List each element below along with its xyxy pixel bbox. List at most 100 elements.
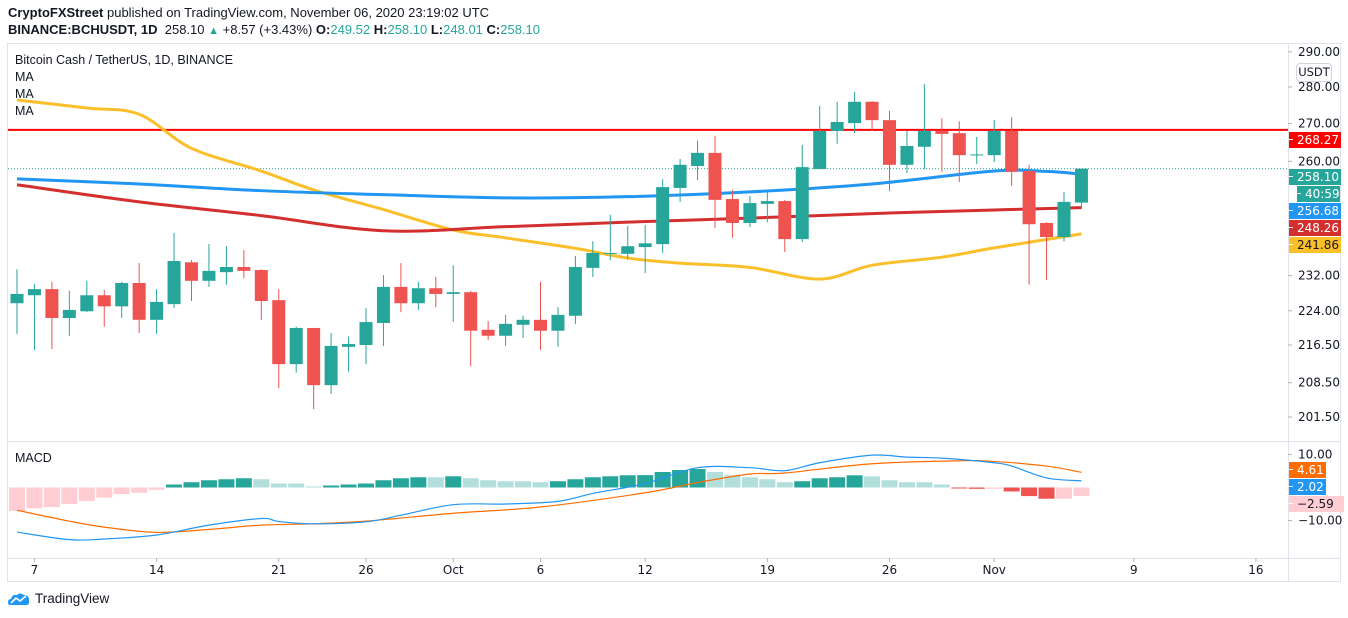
candle[interactable]	[1040, 222, 1054, 280]
candle[interactable]	[62, 290, 76, 336]
candle[interactable]	[516, 315, 530, 339]
candle[interactable]	[865, 101, 879, 131]
ma-red-label: 248.26	[1289, 220, 1341, 236]
candle-body	[586, 252, 600, 268]
candle[interactable]	[202, 244, 216, 287]
candle[interactable]	[621, 225, 635, 260]
candle[interactable]	[830, 101, 844, 144]
candle[interactable]	[760, 189, 774, 223]
candle[interactable]	[481, 321, 495, 340]
candle[interactable]	[900, 130, 914, 173]
candle[interactable]	[708, 135, 722, 228]
candle[interactable]	[586, 241, 600, 277]
ma-blue-line[interactable]	[16, 168, 1082, 200]
candle-body	[534, 319, 547, 331]
candle[interactable]	[150, 289, 164, 334]
legend-ma-2[interactable]: MA	[15, 87, 34, 101]
candle[interactable]	[935, 118, 949, 172]
candle[interactable]	[97, 289, 111, 327]
candle[interactable]	[743, 195, 757, 228]
price-tick-label: 208.50	[1298, 376, 1340, 390]
candle[interactable]	[376, 275, 390, 346]
candle[interactable]	[342, 336, 356, 372]
candle[interactable]	[673, 159, 687, 202]
candle-body	[813, 130, 827, 170]
candle[interactable]	[289, 326, 303, 373]
candle[interactable]	[219, 246, 233, 285]
candle[interactable]	[534, 281, 547, 351]
candle[interactable]	[27, 283, 41, 351]
macd-pane[interactable]	[9, 454, 1090, 541]
candle[interactable]	[603, 214, 617, 261]
candle[interactable]	[80, 280, 94, 313]
candle[interactable]	[324, 332, 338, 394]
candle-body	[603, 252, 617, 254]
candle[interactable]	[1005, 117, 1019, 186]
macd-histogram-bar	[759, 479, 776, 488]
candle[interactable]	[446, 265, 460, 323]
candle[interactable]	[1074, 168, 1088, 209]
candle[interactable]	[272, 289, 286, 389]
candle[interactable]	[778, 199, 792, 253]
tradingview-brand[interactable]: TradingView	[8, 591, 109, 606]
candle[interactable]	[254, 269, 268, 320]
candle[interactable]	[167, 232, 181, 309]
candle[interactable]	[10, 269, 24, 334]
symbol: BINANCE:BCHUSDT, 1D	[8, 22, 158, 37]
time-tick-label: 6	[537, 563, 545, 577]
ma-red-line[interactable]	[16, 183, 1082, 233]
candle[interactable]	[725, 189, 739, 238]
candle[interactable]	[987, 120, 1001, 163]
candle[interactable]	[464, 290, 478, 367]
candle[interactable]	[185, 260, 198, 302]
macd-histogram-bar	[270, 483, 287, 488]
macd-signal-line[interactable]	[16, 459, 1082, 534]
legend-macd[interactable]: MACD	[15, 451, 52, 465]
candle[interactable]	[115, 281, 129, 319]
candle[interactable]	[551, 307, 565, 347]
published-text: published on TradingView.com, November 0…	[106, 5, 490, 20]
candle[interactable]	[795, 144, 809, 243]
currency-button[interactable]: USDT	[1296, 63, 1332, 82]
candle[interactable]	[638, 225, 652, 274]
candle[interactable]	[45, 281, 59, 350]
candle[interactable]	[1022, 164, 1036, 285]
candle[interactable]	[1057, 191, 1071, 242]
candle[interactable]	[499, 314, 513, 346]
price-pane[interactable]	[8, 84, 1288, 410]
candle[interactable]	[429, 276, 443, 308]
macd-line[interactable]	[16, 454, 1082, 541]
macd-histogram-bar	[916, 482, 933, 488]
candle[interactable]	[307, 327, 321, 410]
candle[interactable]	[359, 308, 373, 365]
candle[interactable]	[237, 250, 251, 279]
candle[interactable]	[411, 281, 425, 310]
candle[interactable]	[691, 140, 705, 181]
candle[interactable]	[394, 263, 408, 313]
candle[interactable]	[568, 255, 582, 324]
macd-histogram-bar	[986, 487, 1003, 489]
candle-body	[656, 187, 670, 245]
macd-histogram-bar	[113, 487, 130, 495]
ma-yellow-line[interactable]	[16, 98, 1082, 281]
candle[interactable]	[917, 84, 931, 170]
candle[interactable]	[970, 136, 984, 165]
candle[interactable]	[883, 110, 896, 192]
candle[interactable]	[132, 263, 146, 333]
candle[interactable]	[848, 92, 862, 134]
macd-histogram-bar	[26, 487, 43, 509]
candle[interactable]	[656, 179, 670, 253]
legend-ma-1[interactable]: MA	[15, 70, 34, 84]
publisher-name[interactable]: CryptoFXStreet	[8, 5, 104, 20]
macd-histogram-bar	[148, 487, 165, 490]
macd-histogram-bar	[358, 483, 374, 488]
candle[interactable]	[952, 121, 966, 182]
macd-histogram-bar	[1073, 487, 1090, 497]
candle[interactable]	[813, 105, 827, 170]
macd-histogram-bar	[96, 487, 113, 498]
macd-histogram-bar	[1003, 487, 1020, 492]
legend-ma-3[interactable]: MA	[15, 104, 34, 118]
candle-body	[481, 329, 495, 336]
close-label: C:	[486, 22, 501, 37]
